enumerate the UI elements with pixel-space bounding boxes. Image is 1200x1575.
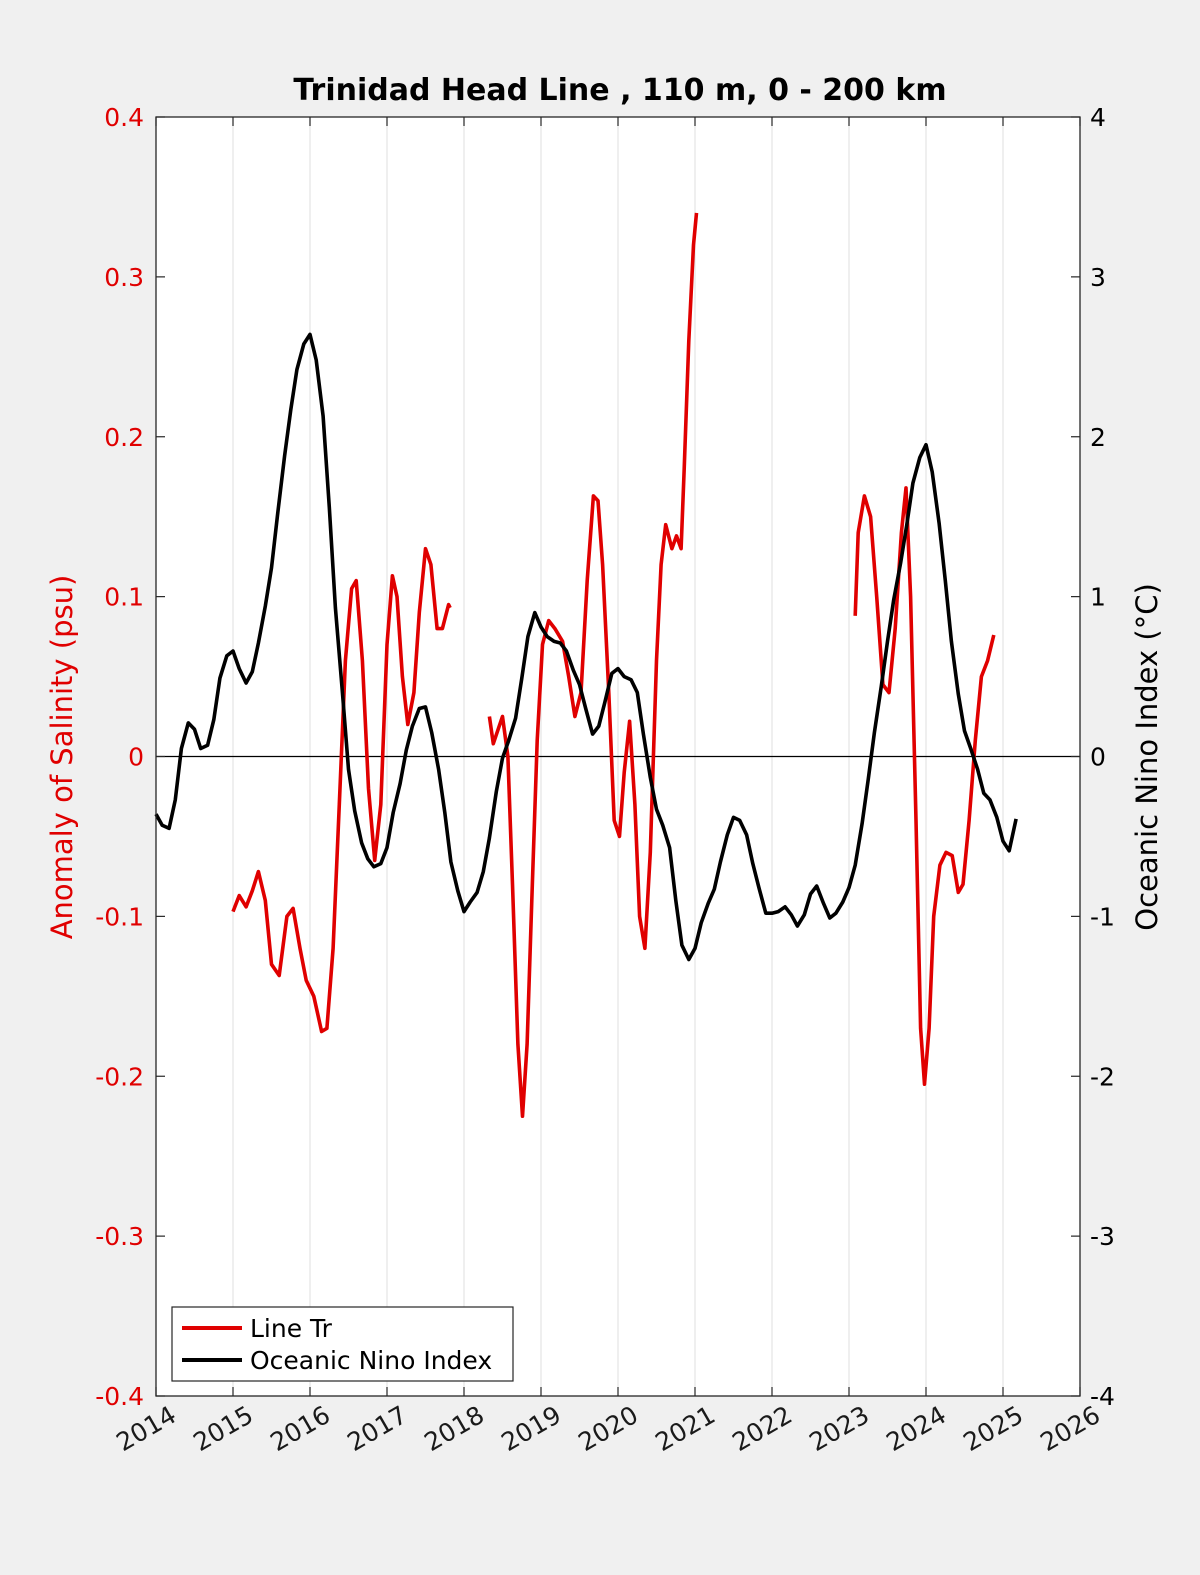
y-left-tick-label: -0.4 — [95, 1382, 144, 1411]
y-left-tick-label: -0.2 — [95, 1062, 144, 1091]
y-right-tick-label: -1 — [1090, 902, 1115, 931]
y-right-tick-label: 4 — [1090, 103, 1106, 132]
y-left-tick-label: 0.1 — [104, 583, 144, 612]
series-line-tr-segment-1 — [487, 212, 699, 1118]
y-right-tick-label: -4 — [1090, 1382, 1115, 1411]
series-line-tr-segment-2 — [853, 486, 996, 1086]
y-axis-label-right: Oceanic Nino Index (°C) — [1130, 583, 1164, 931]
y-left-tick-label: -0.1 — [95, 902, 144, 931]
y-right-tick-label: 1 — [1090, 583, 1106, 612]
y-right-tick-label: 3 — [1090, 263, 1106, 292]
legend-box — [171, 1306, 514, 1382]
y-right-tick-label: 0 — [1090, 743, 1106, 772]
series-layer — [154, 212, 1018, 1118]
y-right-tick-label: -3 — [1090, 1222, 1115, 1251]
y-left-tick-label: 0 — [128, 743, 144, 772]
legend-label-oni: Oceanic Nino Index — [250, 1346, 492, 1375]
y-left-tick-label: 0.2 — [104, 423, 144, 452]
series-oni-segment-0 — [154, 332, 1018, 962]
y-left-tick-label: 0.3 — [104, 263, 144, 292]
y-axis-label-left: Anomaly of Salinity (psu) — [45, 575, 79, 940]
chart-title: Trinidad Head Line , 110 m, 0 - 200 km — [293, 73, 946, 108]
y-left-tick-label: 0.4 — [104, 103, 144, 132]
legend: Line Tr Oceanic Nino Index — [171, 1306, 514, 1382]
series-line-tr-segment-0 — [231, 546, 452, 1034]
legend-label-line-tr: Line Tr — [250, 1314, 333, 1343]
y-left-tick-label: -0.3 — [95, 1222, 144, 1251]
y-right-tick-label: 2 — [1090, 423, 1106, 452]
y-right-tick-label: -2 — [1090, 1062, 1115, 1091]
